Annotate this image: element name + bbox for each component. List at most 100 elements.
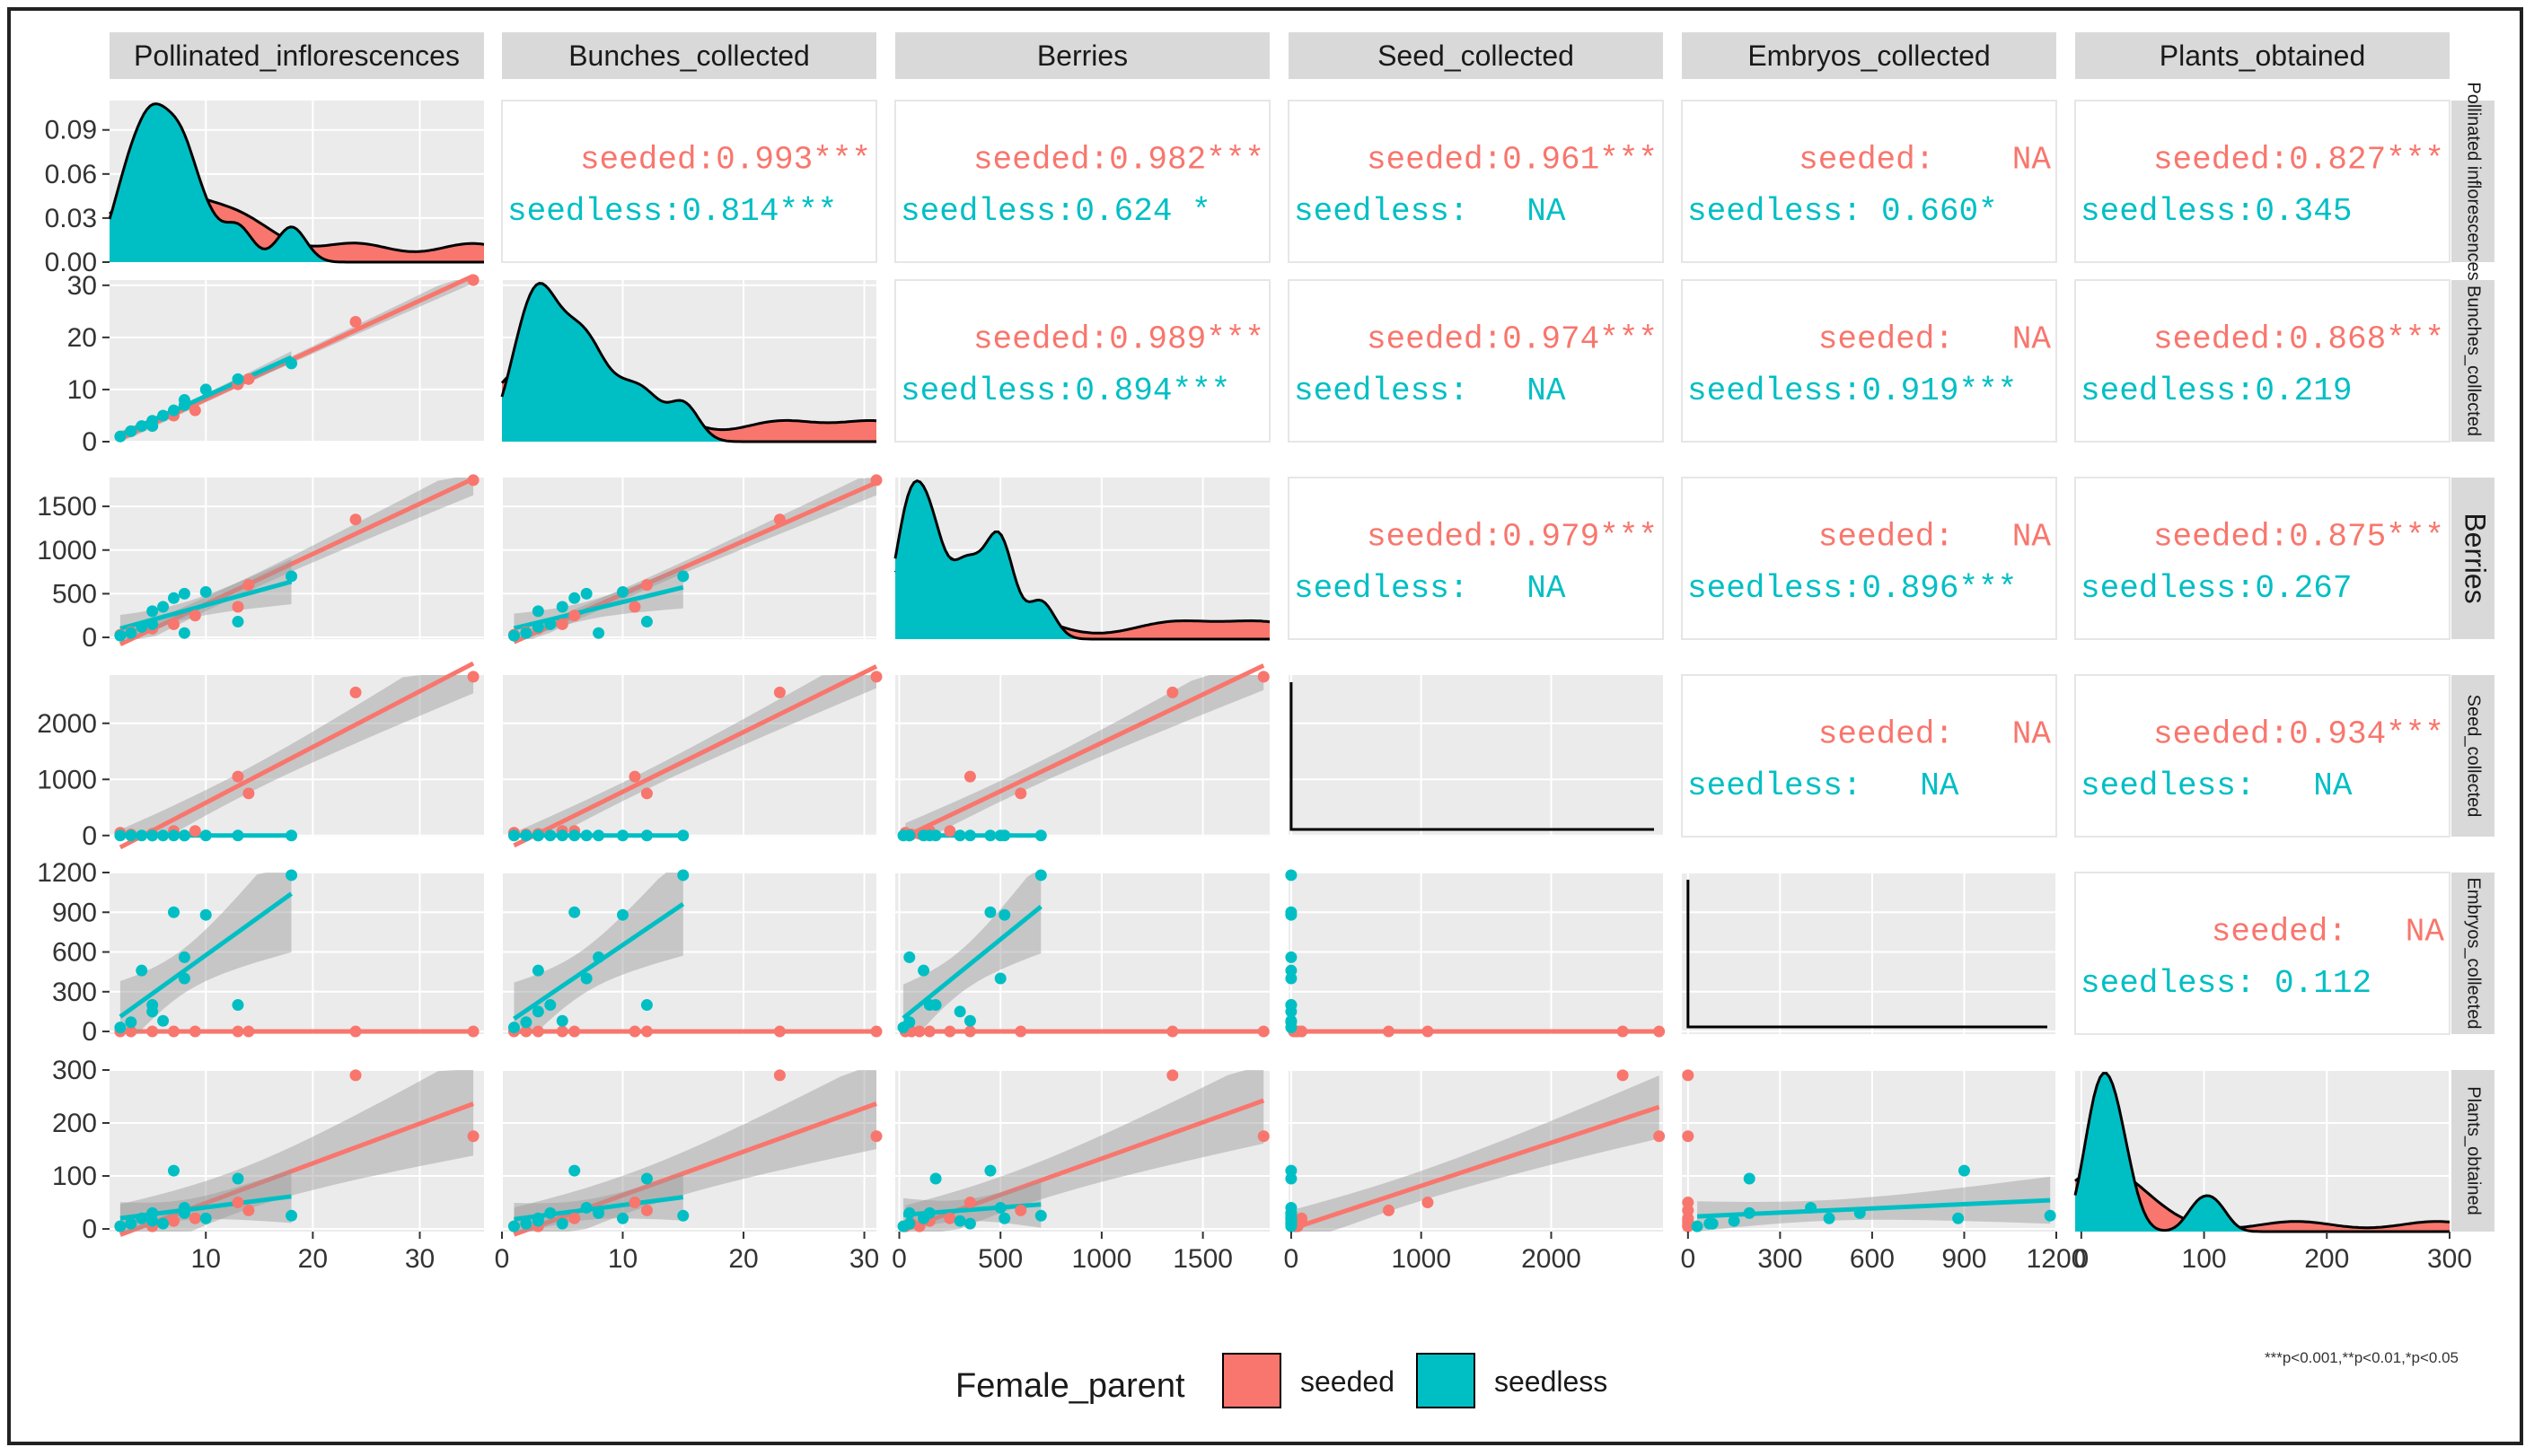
data-point-seedless: [556, 601, 568, 613]
data-point-seeded: [532, 1025, 544, 1038]
data-point-seeded: [1257, 671, 1270, 683]
corr-seedless-label: seedless: 0.660*: [1687, 193, 1998, 230]
data-point-seedless: [593, 627, 605, 639]
density-line: [1289, 682, 1654, 831]
corr-seedless-label: seedless:0.894***: [901, 373, 1230, 409]
data-point-seeded: [349, 1025, 362, 1038]
panel-r0-c4: seeded: NA seedless: 0.660*: [1681, 100, 2057, 263]
data-point-seedless: [994, 1201, 1007, 1214]
y-tick-label: 0.06: [45, 160, 97, 189]
strip-bg: [502, 32, 876, 79]
panel-r0-c2: seeded:0.982*** seedless:0.624 *: [894, 100, 1271, 263]
density-line-seedless: [2073, 1072, 2450, 1233]
corr-seedless-label: seedless:0.219: [2081, 373, 2352, 409]
data-point-seedless: [568, 1164, 581, 1177]
data-point-seedless: [1285, 951, 1298, 963]
data-point-seeded: [1257, 1130, 1270, 1143]
data-point-seeded: [1295, 1025, 1307, 1038]
data-point-seedless: [532, 1215, 544, 1227]
data-point-seedless: [954, 1005, 966, 1018]
corr-panel-bg: [1681, 477, 2057, 640]
corr-seeded-label: seeded:0.974***: [1367, 321, 1658, 358]
significance-footnote: ***p<0.001,**p<0.01,*p<0.05: [2265, 1349, 2459, 1366]
data-point-seedless: [1958, 1164, 1970, 1177]
density-line-seedless: [893, 478, 1270, 641]
corr-panel-bg: [501, 100, 877, 263]
data-point-seedless: [544, 999, 557, 1012]
data-point-seedless: [1285, 908, 1298, 921]
y-tick-label: 100: [52, 1162, 97, 1191]
density-line: [1686, 880, 2047, 1029]
density-line-seedless: [108, 102, 484, 264]
data-point-seedless: [178, 394, 190, 407]
strip-bg: [895, 32, 1270, 79]
regression-line-seedless: [1696, 1197, 2051, 1219]
data-point-seedless: [520, 1217, 532, 1230]
data-point-seeded: [870, 1025, 883, 1038]
data-point-seedless: [1285, 1209, 1298, 1222]
strip-label: Bunches_collected: [2464, 285, 2484, 436]
right-strip-embryos-collected: Embryos_collected: [2451, 873, 2494, 1034]
data-point-seedless: [146, 618, 159, 630]
data-point-seedless: [232, 999, 244, 1012]
top-strip-plants-obtained: Plants_obtained: [2075, 32, 2450, 79]
panel-bg: [502, 1070, 876, 1232]
data-point-seedless: [1853, 1206, 1866, 1219]
data-point-seeded: [349, 686, 362, 698]
data-point-seedless: [556, 1217, 568, 1230]
density-area-seedless: [110, 103, 484, 262]
x-tick-label: 1000: [1391, 1244, 1451, 1274]
data-point-seeded: [1295, 1212, 1307, 1224]
data-point-seedless: [167, 1164, 180, 1177]
data-point-seedless: [507, 829, 520, 842]
data-point-seedless: [520, 829, 532, 842]
data-point-seedless: [556, 829, 568, 842]
strip-label: Embryos_collected: [2464, 878, 2484, 1030]
data-point-seeded: [568, 610, 581, 622]
data-point-seeded: [1166, 1069, 1179, 1082]
data-point-seedless: [167, 404, 180, 417]
y-tick-label: 600: [52, 938, 97, 968]
data-point-seeded: [242, 373, 255, 385]
corr-seedless-label: seedless:0.267: [2081, 570, 2352, 607]
data-point-seedless: [580, 1201, 593, 1214]
corr-seeded-label: seeded: NA: [2212, 914, 2445, 951]
data-point-seedless: [232, 373, 244, 385]
data-point-seeded: [349, 315, 362, 328]
data-point-seedless: [157, 409, 170, 422]
data-point-seeded: [167, 1215, 180, 1227]
strip-bg: [1682, 32, 2056, 79]
x-tick-label: 900: [1941, 1244, 1986, 1274]
data-point-seedless: [544, 1206, 557, 1219]
panel-r4-c1: [501, 869, 883, 1038]
panel-bg: [502, 873, 876, 1034]
data-point-seedless: [1285, 1014, 1298, 1027]
data-point-seedless: [640, 1172, 653, 1185]
data-point-seedless: [568, 592, 581, 604]
data-point-seeded: [1653, 1025, 1666, 1038]
data-point-seeded: [568, 1025, 581, 1038]
data-point-seeded: [189, 1212, 201, 1224]
data-point-seeded: [349, 1069, 362, 1082]
data-point-seedless: [1706, 1217, 1719, 1230]
data-point-seedless: [532, 964, 544, 977]
panel-r1-c5: seeded:0.868*** seedless:0.219: [2074, 279, 2450, 443]
x-tick-label: 0: [892, 1244, 907, 1274]
data-point-seeded: [944, 1212, 956, 1224]
x-tick-label: 1200: [2027, 1244, 2087, 1274]
panel-r3-c5: seeded:0.934*** seedless: NA: [2074, 674, 2450, 838]
data-point-seedless: [199, 908, 212, 921]
data-point-seedless: [286, 357, 298, 370]
data-point-seedless: [1743, 1206, 1755, 1219]
corr-panel-bg: [1288, 100, 1664, 263]
data-point-seedless: [1285, 972, 1298, 985]
panel-r4-c0: [110, 869, 484, 1038]
corr-seedless-label: seedless:0.814***: [507, 193, 837, 230]
y-tick-label: 0: [82, 821, 97, 851]
data-point-seedless: [136, 964, 148, 977]
panel-r2-c2: [893, 478, 1271, 641]
data-point-seedless: [199, 1212, 212, 1224]
y-tick-label: 0: [82, 1215, 97, 1244]
data-point-seeded: [349, 513, 362, 526]
data-point-seeded: [1166, 686, 1179, 698]
